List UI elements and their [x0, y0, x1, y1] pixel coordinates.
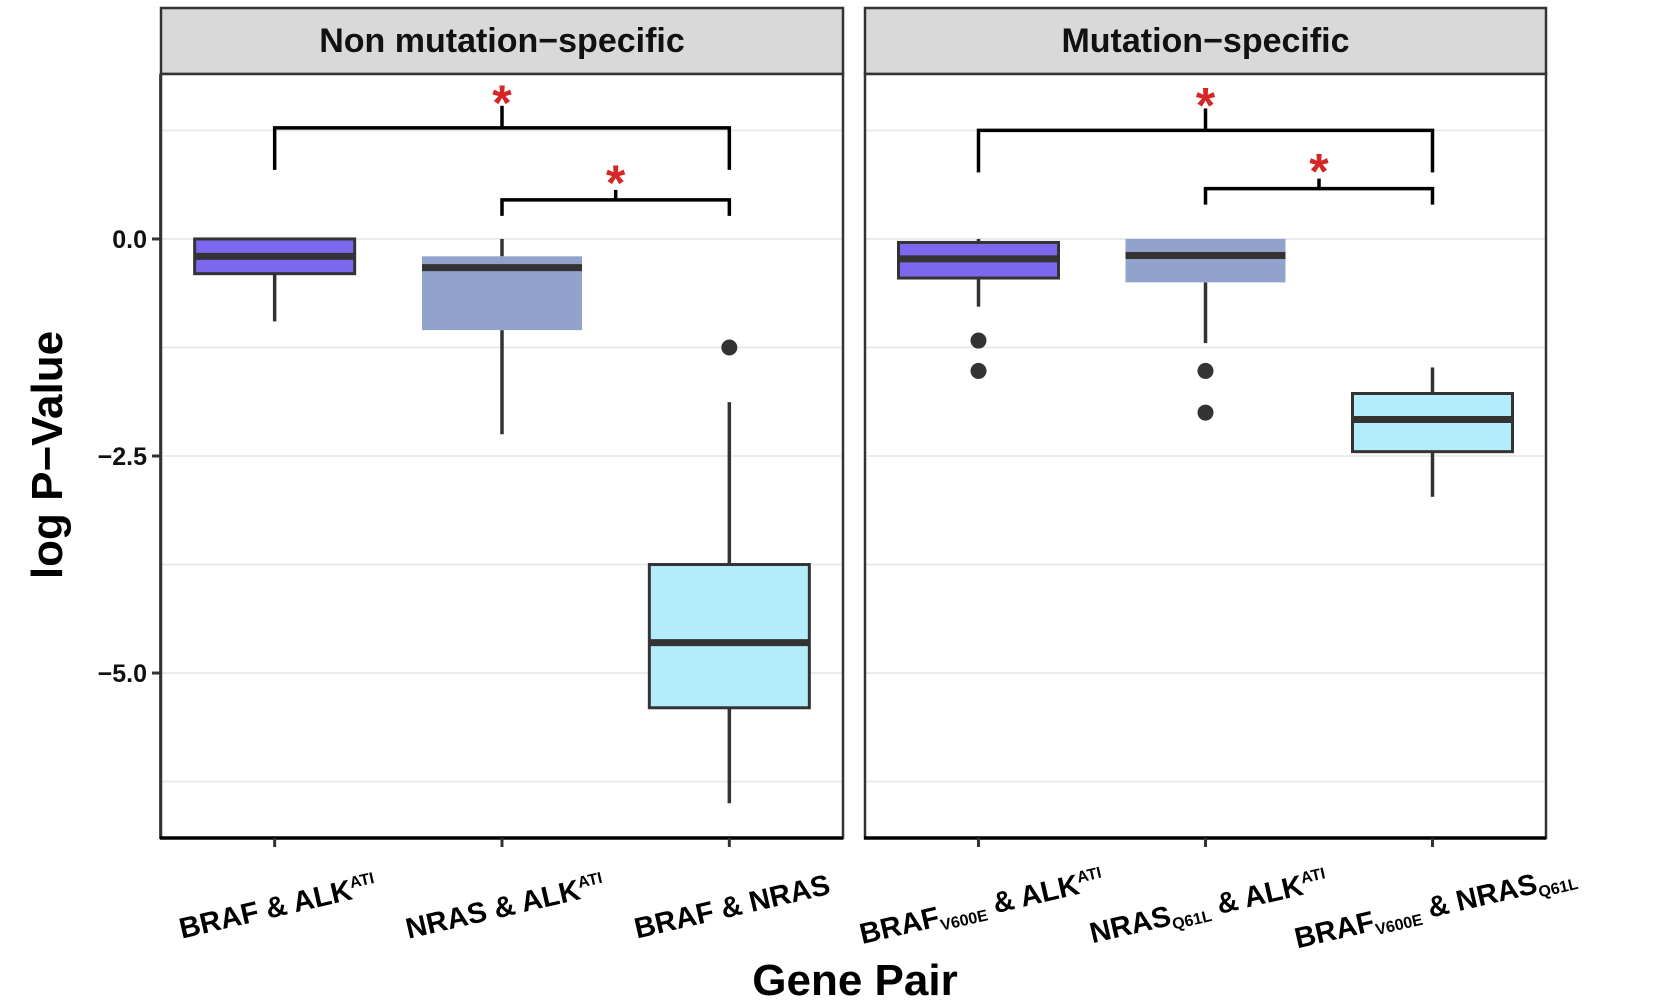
x-tick-label-part: ATI [1299, 865, 1327, 887]
axis-layer: 0.0 −2.5 −5.0 [98, 74, 163, 839]
x-tick-label-part: NRAS [1087, 900, 1174, 950]
x-tick-label-part: V600E [939, 907, 990, 934]
x-tick-label: NRASQ61L & ALKATI [1087, 864, 1331, 951]
outlier-point [1197, 362, 1214, 379]
box-1 [193, 237, 357, 322]
outlier-point [970, 362, 987, 379]
x-tick-label-part: NRAS & ALK [403, 874, 583, 945]
x-tick-label: NRAS & ALKATI [403, 869, 607, 946]
panels-layer: Non mutation−specific**BRAF & ALKATI NRAS… [159, 6, 1580, 957]
x-tick-label-part: & ALK [1206, 870, 1306, 923]
panel-title: Mutation−specific [1061, 22, 1349, 60]
panel-title: Non mutation−specific [319, 22, 685, 60]
significance-bracket-2: * [500, 155, 732, 216]
significance-bracket-1: * [272, 75, 732, 170]
panel-strip [863, 6, 1548, 76]
significance-star: * [1196, 77, 1216, 133]
outlier-point [970, 332, 987, 349]
x-tick-label-part: ATI [576, 870, 604, 892]
significance-star: * [606, 155, 626, 211]
box-3 [1351, 367, 1514, 497]
significance-star: * [492, 75, 512, 131]
x-tick-label-part: BRAF & NRAS [631, 869, 833, 945]
x-tick-label-part: ATI [1075, 864, 1103, 886]
x-tick-label-part: & ALK [982, 869, 1082, 922]
y-tick-label: −2.5 [98, 443, 147, 471]
significance-bracket-1: * [976, 77, 1435, 173]
x-tick-label-part: BRAF [857, 902, 943, 951]
y-tick-label: −5.0 [98, 660, 147, 688]
box-body [1125, 238, 1286, 283]
x-tick-label-part: Q61L [1537, 876, 1580, 902]
x-tick-label-part: BRAF & ALK [176, 875, 355, 946]
significance-bracket-2: * [1203, 144, 1435, 205]
x-tick-label: BRAFV600E & ALKATI [857, 864, 1107, 953]
x-tick-label: BRAFV600E & NRASQ61L [1292, 859, 1580, 957]
outlier-point [721, 339, 738, 356]
box-2 [422, 238, 582, 435]
panel-strip [159, 6, 845, 76]
bracket-line [976, 128, 1435, 173]
x-axis-title: Gene Pair [752, 956, 957, 1004]
significance-star: * [1309, 144, 1329, 200]
box-3 [647, 339, 811, 804]
x-tick-label-part: V600E [1374, 911, 1425, 938]
box-body [647, 563, 811, 710]
panel-2: Mutation−specific**BRAFV600E & ALKATINRA… [857, 6, 1580, 957]
x-tick-label: BRAF & ALKATI [176, 869, 379, 945]
outlier-point [1197, 404, 1214, 421]
y-axis-title: log P−Value [23, 331, 72, 579]
y-tick-label: 0.0 [112, 226, 147, 254]
panel-1: Non mutation−specific**BRAF & ALKATI NRAS… [159, 6, 845, 946]
x-tick-label-part: Q61L [1171, 908, 1214, 934]
x-tick-label-part: ATI [348, 870, 376, 892]
x-tick-label: BRAF & NRAS [631, 869, 833, 945]
x-tick-label-part: & NRAS [1417, 868, 1540, 926]
x-tick-label-part: BRAF [1292, 906, 1378, 955]
box-2 [1125, 238, 1286, 421]
box-1 [897, 238, 1060, 379]
